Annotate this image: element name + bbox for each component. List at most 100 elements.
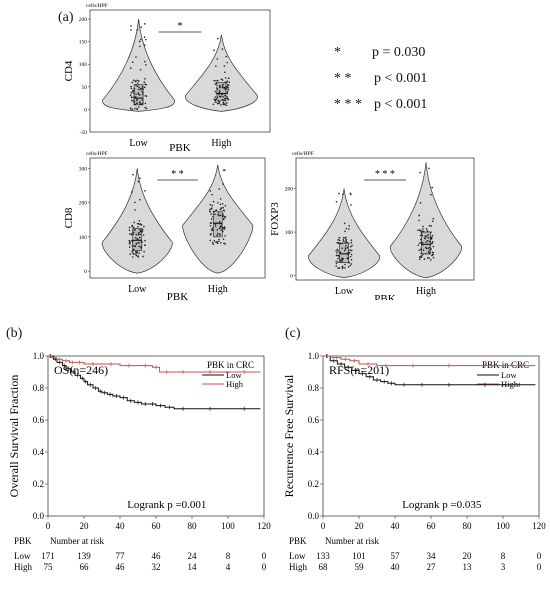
data-point [344,237,347,239]
risk-cell: 40 [391,562,401,572]
data-point [145,64,147,66]
data-point [224,204,227,207]
data-point [348,252,351,254]
data-point [216,229,219,231]
data-point [210,207,213,209]
data-point [131,239,133,242]
data-point [133,245,135,247]
data-point [347,228,350,230]
data-point [218,227,221,230]
x-tick-label: Low [128,284,147,295]
data-point [222,230,224,233]
data-point [141,228,144,231]
x-tick-label: 0 [46,521,51,531]
data-point [215,101,217,103]
data-point [214,90,217,93]
data-point [131,108,134,111]
data-point [431,254,434,256]
data-point [430,236,433,239]
data-point [218,93,220,96]
data-point [344,230,346,233]
plot-frame [89,157,266,279]
y-tick-label: 0 [84,269,87,275]
data-point [135,242,138,245]
risk-cell: 3 [501,562,506,572]
data-point [337,254,339,257]
y-tick-label: 1.0 [33,351,45,361]
data-point [216,58,219,60]
data-point [429,243,432,246]
data-point [134,236,137,239]
data-point [221,92,223,95]
data-point [132,231,135,234]
risk-cell: 4 [226,562,231,572]
data-point [139,102,141,104]
data-point [143,225,145,228]
y-axis-label: CD8 [63,207,75,228]
significance-stars: * * [171,169,184,180]
data-point [342,258,344,260]
y-tick-label: 0 [84,107,87,113]
data-point [337,250,339,252]
data-point [209,222,212,224]
data-point [431,241,434,244]
y-tick-label: -50 [80,130,88,136]
data-point [421,254,423,257]
data-point [221,227,224,230]
data-point [141,93,144,96]
data-point [225,104,228,107]
data-point [136,102,138,105]
data-point [215,241,217,244]
data-point [136,108,139,111]
data-point [135,56,137,58]
data-point [131,244,134,247]
data-point [339,259,341,261]
data-point [347,254,350,256]
data-point [430,225,433,227]
data-point [141,241,143,244]
data-point [134,245,137,248]
data-point [222,218,225,220]
risk-cell: 101 [352,551,366,561]
data-point [145,95,148,97]
y-tick-label: 100 [79,62,88,68]
data-point [426,239,429,242]
y-tick-label: 0.4 [33,447,45,457]
data-point [418,219,420,222]
data-point [425,241,428,243]
risk-header-left: PBK [14,536,32,546]
x-tick-label: 20 [80,521,90,531]
data-point [418,214,421,217]
data-point [425,253,427,255]
x-axis-label: PBK [169,142,190,154]
y-tick-label: 100 [285,230,294,236]
data-point [139,198,141,201]
data-point [427,247,430,250]
data-point [217,240,220,243]
data-point [140,230,143,233]
data-point [139,45,141,48]
data-point [139,88,142,91]
data-point [338,242,340,245]
data-point [223,210,226,212]
data-point [128,233,131,235]
data-point [140,246,142,249]
y-axis-label: Overall Survival Fraction [7,375,21,498]
data-point [220,225,223,227]
data-point [432,256,435,259]
data-point [335,249,337,252]
data-point [141,90,143,93]
data-point [140,223,143,226]
data-point [130,191,133,193]
data-point [135,96,137,98]
data-point [210,232,212,235]
data-point [131,81,134,84]
data-point [212,229,214,232]
data-point [145,38,147,41]
data-point [224,215,226,218]
risk-cell: 13 [463,562,473,572]
y-tick-label: 0.0 [33,511,45,521]
panel-a-letter: (a) [58,10,74,25]
data-point [226,90,229,93]
data-point [219,86,221,89]
